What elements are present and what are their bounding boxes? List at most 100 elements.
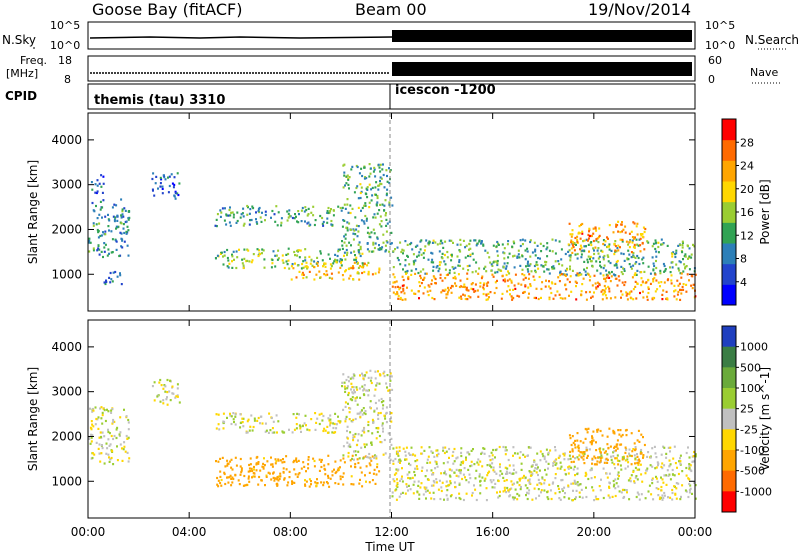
colorbar-swatch (722, 222, 736, 244)
data-cell (380, 248, 383, 251)
data-cell (291, 431, 294, 434)
data-cell (159, 400, 162, 403)
data-cell (661, 243, 664, 246)
data-cell (366, 264, 369, 267)
data-cell (552, 462, 555, 465)
data-cell (372, 420, 375, 423)
data-cell (541, 477, 544, 480)
data-cell (443, 289, 446, 292)
data-cell (247, 206, 249, 209)
data-cell (505, 470, 508, 473)
data-cell (233, 258, 235, 261)
data-cell (462, 285, 465, 288)
data-cell (499, 490, 501, 493)
data-cell (232, 477, 235, 481)
data-cell (598, 227, 601, 230)
data-cell (323, 464, 326, 467)
data-cell (573, 443, 576, 446)
data-cell (621, 433, 624, 437)
data-cell (612, 429, 615, 432)
data-cell (273, 213, 276, 216)
data-cell (483, 452, 486, 455)
data-cell (482, 447, 485, 450)
data-cell (495, 286, 498, 290)
data-cell (465, 456, 467, 459)
data-cell (464, 256, 467, 259)
data-cell (382, 404, 385, 407)
data-cell (92, 409, 95, 412)
data-cell (444, 446, 447, 449)
data-cell (564, 269, 567, 272)
data-cell (316, 261, 319, 264)
data-cell (230, 484, 233, 487)
data-cell (251, 429, 254, 432)
data-cell (455, 457, 458, 460)
data-cell (528, 292, 530, 295)
data-cell (554, 446, 556, 449)
data-cell (663, 464, 666, 467)
data-cell (608, 271, 610, 274)
data-cell (574, 280, 577, 283)
data-cell (502, 445, 505, 449)
data-cell (375, 473, 378, 476)
data-cell (119, 431, 122, 434)
data-cell (393, 281, 396, 284)
data-cell (175, 395, 178, 398)
data-cell (592, 430, 595, 433)
data-cell (583, 462, 586, 465)
data-cell (646, 467, 649, 470)
data-cell (416, 244, 419, 247)
data-cell (617, 275, 620, 278)
data-cell (569, 450, 572, 453)
data-cell (401, 475, 403, 478)
data-cell (507, 256, 510, 259)
data-cell (630, 251, 633, 254)
data-cell (102, 175, 105, 178)
data-cell (398, 446, 401, 449)
data-cell (631, 239, 634, 242)
data-cell (448, 269, 451, 272)
data-cell (601, 298, 604, 301)
data-cell (633, 246, 636, 249)
data-cell (240, 213, 243, 216)
data-cell (320, 412, 323, 415)
data-cell (576, 257, 579, 260)
data-cell (215, 427, 218, 430)
data-cell (642, 226, 645, 229)
data-cell (410, 289, 413, 292)
data-cell (359, 478, 361, 481)
data-cell (669, 478, 672, 481)
data-cell (243, 248, 246, 251)
data-cell (385, 212, 387, 215)
data-cell (510, 281, 513, 284)
data-cell (664, 268, 667, 271)
data-cell (507, 270, 509, 273)
data-cell (378, 434, 381, 438)
data-cell (398, 288, 401, 291)
data-cell (121, 459, 124, 462)
data-cell (546, 242, 549, 245)
data-cell (572, 460, 575, 463)
data-cell (684, 255, 687, 258)
data-cell (428, 446, 431, 449)
data-cell (528, 489, 531, 492)
data-cell (377, 163, 380, 166)
data-cell (389, 372, 392, 375)
data-cell (231, 468, 234, 471)
data-cell (507, 490, 510, 493)
data-cell (513, 242, 516, 245)
data-cell (227, 259, 230, 262)
data-cell (97, 427, 100, 430)
data-cell (350, 483, 353, 486)
data-cell (107, 218, 110, 221)
data-cell (447, 273, 449, 276)
data-cell (342, 278, 345, 281)
data-cell (402, 287, 405, 290)
data-cell (354, 417, 357, 421)
data-cell (114, 216, 117, 219)
data-cell (466, 298, 469, 301)
data-cell (577, 274, 580, 277)
data-cell (352, 434, 355, 437)
data-cell (527, 492, 530, 495)
data-cell (345, 182, 348, 185)
